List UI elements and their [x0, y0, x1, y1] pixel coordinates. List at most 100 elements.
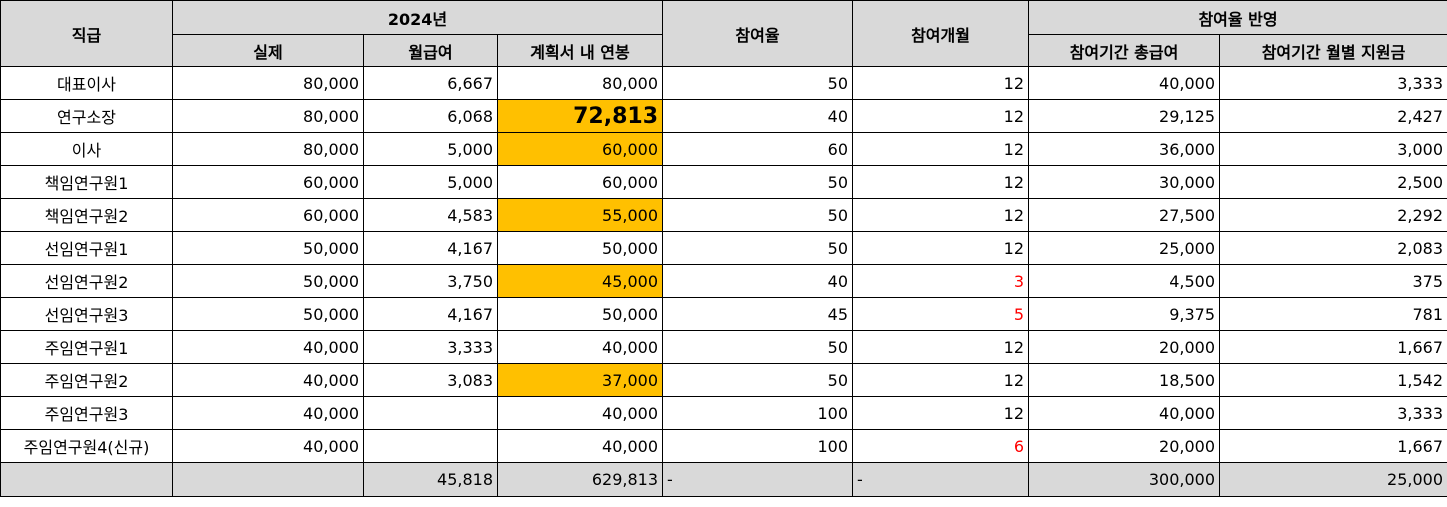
- cell-plan-salary[interactable]: 60,000: [496, 165, 664, 199]
- cell-plan-salary[interactable]: 37,000: [496, 363, 664, 397]
- cell-period-total[interactable]: 40,000: [1028, 66, 1221, 100]
- cell-rank[interactable]: 대표이사: [0, 66, 173, 100]
- cell-participation-months[interactable]: 12: [852, 231, 1030, 265]
- cell-participation-rate[interactable]: 60: [662, 132, 854, 166]
- cell-period-monthly[interactable]: 2,083: [1219, 231, 1447, 265]
- total-cell-participation-rate[interactable]: -: [662, 462, 854, 497]
- total-cell-participation-months[interactable]: -: [852, 462, 1030, 497]
- cell-period-monthly[interactable]: 781: [1219, 297, 1447, 331]
- cell-period-total[interactable]: 29,125: [1028, 99, 1221, 133]
- cell-participation-rate[interactable]: 50: [662, 165, 854, 199]
- cell-actual[interactable]: 60,000: [172, 165, 364, 199]
- cell-participation-months[interactable]: 12: [852, 99, 1030, 133]
- cell-participation-rate[interactable]: 40: [662, 99, 854, 133]
- cell-rank[interactable]: 주임연구원3: [0, 396, 173, 430]
- cell-plan-salary[interactable]: 40,000: [496, 429, 664, 463]
- cell-monthly[interactable]: 5,000: [363, 165, 498, 199]
- cell-period-monthly[interactable]: 3,000: [1219, 132, 1447, 166]
- cell-rank[interactable]: 주임연구원2: [0, 363, 173, 397]
- cell-participation-rate[interactable]: 100: [662, 396, 854, 430]
- cell-participation-rate[interactable]: 50: [662, 231, 854, 265]
- cell-period-total[interactable]: 4,500: [1028, 264, 1221, 298]
- cell-period-monthly[interactable]: 2,292: [1219, 198, 1447, 232]
- cell-actual[interactable]: 40,000: [172, 363, 364, 397]
- cell-participation-rate[interactable]: 50: [662, 330, 854, 364]
- cell-rank[interactable]: 이사: [0, 132, 173, 166]
- cell-period-total[interactable]: 20,000: [1028, 429, 1221, 463]
- cell-participation-months[interactable]: 12: [852, 363, 1030, 397]
- total-cell-plan-salary[interactable]: 629,813: [496, 462, 664, 497]
- cell-rank[interactable]: 책임연구원2: [0, 198, 173, 232]
- header-plan-salary[interactable]: 계획서 내 연봉: [496, 34, 664, 67]
- cell-participation-months[interactable]: 5: [852, 297, 1030, 331]
- cell-participation-rate[interactable]: 50: [662, 363, 854, 397]
- cell-monthly[interactable]: 4,167: [363, 297, 498, 331]
- total-cell-period-monthly[interactable]: 25,000: [1219, 462, 1447, 497]
- cell-monthly[interactable]: 4,167: [363, 231, 498, 265]
- header-period-total[interactable]: 참여기간 총급여: [1028, 34, 1221, 67]
- cell-period-total[interactable]: 27,500: [1028, 198, 1221, 232]
- cell-actual[interactable]: 40,000: [172, 330, 364, 364]
- total-cell-period-total[interactable]: 300,000: [1028, 462, 1221, 497]
- cell-plan-salary[interactable]: 72,813: [496, 99, 664, 133]
- cell-participation-rate[interactable]: 50: [662, 66, 854, 100]
- cell-rank[interactable]: 주임연구원1: [0, 330, 173, 364]
- cell-period-total[interactable]: 30,000: [1028, 165, 1221, 199]
- cell-monthly[interactable]: [363, 396, 498, 430]
- cell-participation-months[interactable]: 6: [852, 429, 1030, 463]
- cell-actual[interactable]: 50,000: [172, 264, 364, 298]
- cell-period-total[interactable]: 36,000: [1028, 132, 1221, 166]
- cell-actual[interactable]: 50,000: [172, 297, 364, 331]
- cell-participation-months[interactable]: 12: [852, 330, 1030, 364]
- cell-participation-months[interactable]: 12: [852, 165, 1030, 199]
- cell-period-monthly[interactable]: 2,427: [1219, 99, 1447, 133]
- total-cell-rank[interactable]: [0, 462, 173, 497]
- cell-period-total[interactable]: 18,500: [1028, 363, 1221, 397]
- cell-period-monthly[interactable]: 1,542: [1219, 363, 1447, 397]
- cell-plan-salary[interactable]: 45,000: [496, 264, 664, 298]
- cell-monthly[interactable]: 4,583: [363, 198, 498, 232]
- header-year[interactable]: 2024년: [171, 0, 664, 35]
- cell-participation-months[interactable]: 12: [852, 198, 1030, 232]
- cell-participation-months[interactable]: 12: [852, 66, 1030, 100]
- cell-period-monthly[interactable]: 1,667: [1219, 330, 1447, 364]
- cell-plan-salary[interactable]: 40,000: [496, 396, 664, 430]
- cell-actual[interactable]: 40,000: [172, 429, 364, 463]
- cell-actual[interactable]: 80,000: [172, 99, 364, 133]
- cell-period-total[interactable]: 20,000: [1028, 330, 1221, 364]
- cell-participation-months[interactable]: 3: [852, 264, 1030, 298]
- cell-monthly[interactable]: 3,750: [363, 264, 498, 298]
- cell-actual[interactable]: 80,000: [172, 66, 364, 100]
- cell-actual[interactable]: 40,000: [172, 396, 364, 430]
- cell-rank[interactable]: 선임연구원1: [0, 231, 173, 265]
- header-actual[interactable]: 실제: [172, 34, 364, 67]
- cell-monthly[interactable]: 6,667: [363, 66, 498, 100]
- cell-period-monthly[interactable]: 3,333: [1219, 396, 1447, 430]
- total-cell-actual[interactable]: [172, 462, 364, 497]
- header-monthly[interactable]: 월급여: [363, 34, 498, 67]
- cell-rank[interactable]: 주임연구원4(신규): [0, 429, 173, 463]
- header-reflect[interactable]: 참여율 반영: [1028, 0, 1447, 35]
- cell-monthly[interactable]: 6,068: [363, 99, 498, 133]
- cell-plan-salary[interactable]: 50,000: [496, 231, 664, 265]
- cell-period-monthly[interactable]: 2,500: [1219, 165, 1447, 199]
- header-participation-rate[interactable]: 참여율: [662, 0, 854, 67]
- cell-rank[interactable]: 연구소장: [0, 99, 173, 133]
- cell-monthly[interactable]: [363, 429, 498, 463]
- header-rank[interactable]: 직급: [0, 0, 173, 67]
- cell-period-total[interactable]: 40,000: [1028, 396, 1221, 430]
- cell-participation-months[interactable]: 12: [852, 132, 1030, 166]
- cell-plan-salary[interactable]: 40,000: [496, 330, 664, 364]
- cell-monthly[interactable]: 3,333: [363, 330, 498, 364]
- cell-participation-rate[interactable]: 50: [662, 198, 854, 232]
- cell-plan-salary[interactable]: 55,000: [496, 198, 664, 232]
- cell-monthly[interactable]: 5,000: [363, 132, 498, 166]
- cell-plan-salary[interactable]: 80,000: [496, 66, 664, 100]
- cell-monthly[interactable]: 3,083: [363, 363, 498, 397]
- cell-period-monthly[interactable]: 3,333: [1219, 66, 1447, 100]
- cell-period-monthly[interactable]: 1,667: [1219, 429, 1447, 463]
- cell-rank[interactable]: 선임연구원2: [0, 264, 173, 298]
- cell-participation-rate[interactable]: 100: [662, 429, 854, 463]
- cell-participation-rate[interactable]: 40: [662, 264, 854, 298]
- header-participation-months[interactable]: 참여개월: [852, 0, 1030, 67]
